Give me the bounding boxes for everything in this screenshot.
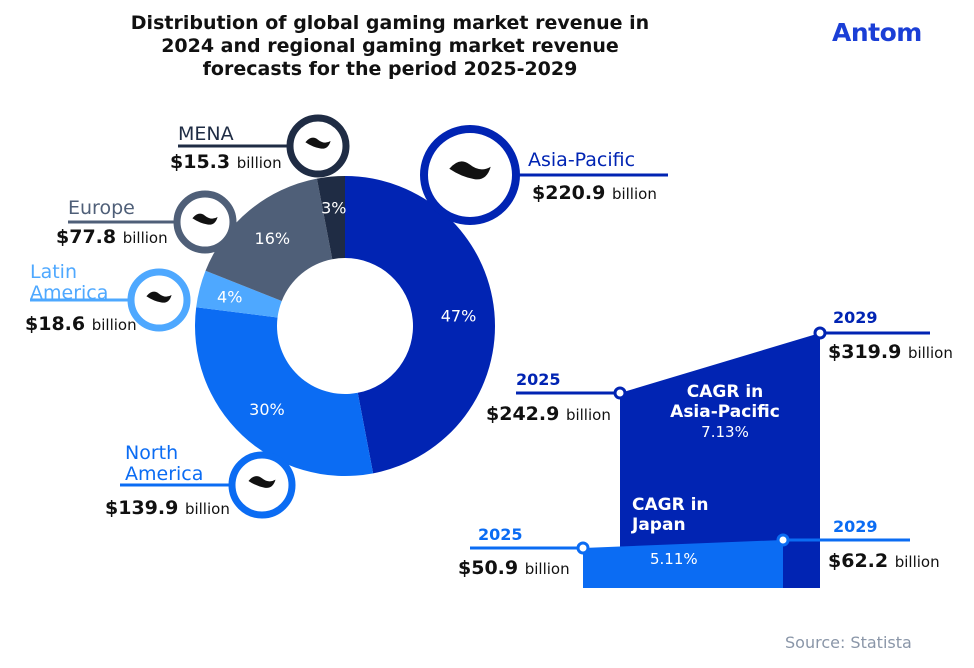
apac-end-value: $319.9 billion bbox=[828, 341, 953, 363]
label-asia-pacific: Asia-Pacific bbox=[528, 149, 636, 171]
japan-end-year: 2029 bbox=[833, 517, 878, 536]
value-asia-pacific: $220.9 billion bbox=[532, 182, 657, 204]
japan-start-value: $50.9 billion bbox=[458, 557, 570, 579]
value-latin-america: $18.6 billion bbox=[25, 313, 137, 335]
source-note: Source: Statista bbox=[785, 633, 912, 652]
slice-percent-label: 16% bbox=[255, 229, 291, 248]
apac-start-year: 2025 bbox=[516, 370, 561, 389]
map-latin-america-icon bbox=[146, 291, 172, 303]
map-north-america-icon bbox=[248, 476, 276, 488]
data-point-marker bbox=[813, 326, 827, 340]
value-north-america: $139.9 billion bbox=[105, 497, 230, 519]
slice-percent-label: 3% bbox=[321, 199, 346, 218]
donut-slice-latin-america bbox=[196, 270, 282, 318]
data-point-marker bbox=[776, 533, 790, 547]
label-latin-america: Latin America bbox=[30, 261, 109, 304]
japan-start-year: 2025 bbox=[478, 525, 523, 544]
slice-percent-label: 4% bbox=[217, 287, 242, 306]
japan-cagr-value: 5.11% bbox=[650, 550, 698, 568]
map-europe-icon bbox=[192, 213, 218, 225]
apac-start-value: $242.9 billion bbox=[486, 403, 611, 425]
area-japan bbox=[583, 540, 783, 588]
japan-cagr-label: CAGR in Japan bbox=[632, 495, 709, 535]
donut-slice-north-america bbox=[194, 307, 374, 476]
donut-slice-asia-pacific bbox=[345, 176, 495, 474]
donut-slice-mena bbox=[316, 176, 345, 260]
label-north-america: North America bbox=[125, 442, 204, 485]
label-mena: MENA bbox=[178, 123, 234, 145]
map-mena-icon bbox=[305, 137, 331, 149]
donut-slice-europe bbox=[205, 178, 333, 301]
label-europe: Europe bbox=[68, 197, 135, 219]
map-asia-pacific-icon bbox=[449, 161, 491, 180]
apac-end-year: 2029 bbox=[833, 308, 878, 327]
data-point-marker bbox=[613, 386, 627, 400]
slice-percent-label: 47% bbox=[441, 306, 477, 325]
slice-percent-label: 30% bbox=[249, 400, 285, 419]
japan-end-value: $62.2 billion bbox=[828, 550, 940, 572]
area-asia-pacific bbox=[620, 333, 820, 588]
chart-title: Distribution of global gaming market rev… bbox=[130, 12, 650, 80]
value-europe: $77.8 billion bbox=[56, 226, 168, 248]
apac-cagr-label: CAGR in Asia-Pacific 7.13% bbox=[670, 382, 780, 441]
data-point-marker bbox=[576, 541, 590, 555]
antom-logo: Antom bbox=[832, 18, 922, 47]
value-mena: $15.3 billion bbox=[170, 151, 282, 173]
